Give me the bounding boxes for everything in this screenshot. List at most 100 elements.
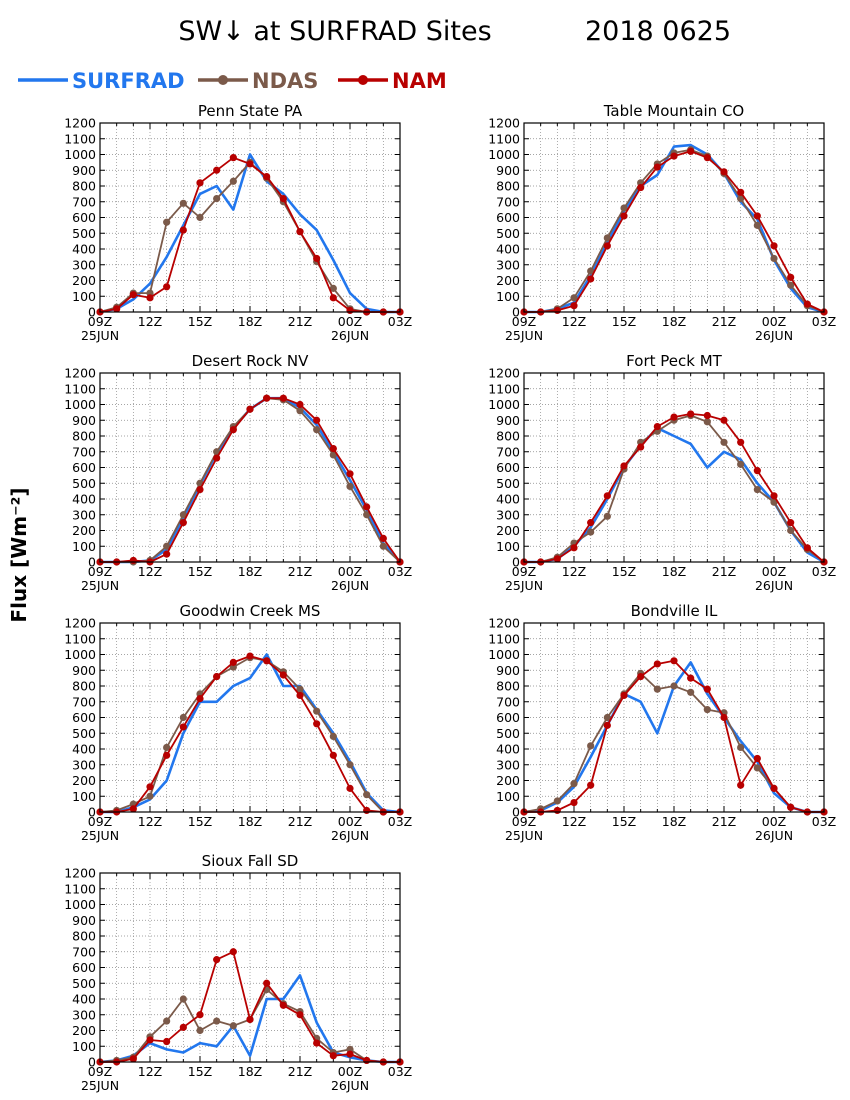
y-tick-label: 400: [72, 742, 96, 757]
x-tick-label: 03Z: [388, 1064, 412, 1079]
data-point-nam: [196, 485, 204, 494]
y-tick-label: 900: [72, 663, 96, 678]
x-tick-label: 21Z: [712, 314, 736, 329]
panel-fort-peck-mt: Fort Peck MT0100200300400500600700800900…: [488, 352, 836, 593]
data-point-nam: [196, 695, 204, 703]
x-tick-label: 09Z: [512, 314, 536, 329]
data-point-nam: [163, 283, 171, 291]
x-tick-label: 00Z: [762, 564, 786, 579]
y-tick-label: 700: [72, 194, 96, 209]
data-point-nam: [687, 674, 695, 682]
y-tick-label: 300: [72, 257, 96, 272]
data-point-nam: [179, 519, 187, 527]
x-date-label: 26JUN: [755, 828, 793, 843]
data-point-nam: [787, 803, 795, 811]
data-point-ndas: [363, 791, 371, 799]
panel-title: Desert Rock NV: [192, 352, 309, 370]
data-point-nam: [587, 275, 595, 283]
data-point-nam: [279, 394, 287, 402]
y-tick-label: 100: [496, 539, 520, 554]
x-tick-label: 12Z: [562, 814, 586, 829]
data-point-nam: [737, 781, 745, 789]
data-point-nam: [213, 454, 221, 462]
data-point-nam: [570, 544, 578, 552]
y-tick-label: 100: [72, 539, 96, 554]
data-point-ndas: [163, 743, 171, 752]
grid: [100, 123, 400, 312]
y-tick-label: 400: [72, 992, 96, 1007]
data-point-nam: [229, 426, 237, 434]
data-point-ndas: [163, 542, 171, 550]
x-tick-label: 09Z: [88, 1064, 112, 1079]
data-point-nam: [313, 254, 321, 263]
data-point-nam: [196, 179, 204, 187]
legend-label: NAM: [392, 69, 447, 93]
y-tick-label: 1200: [64, 366, 96, 381]
data-point-ndas: [163, 1017, 171, 1025]
x-tick-label: 03Z: [388, 814, 412, 829]
data-point-nam: [329, 445, 337, 453]
y-tick-label: 400: [72, 492, 96, 507]
y-tick-label: 900: [72, 163, 96, 178]
data-point-ndas: [737, 195, 745, 203]
y-tick-label: 1100: [488, 381, 520, 396]
panels: Penn State PA010020030040050060070080090…: [64, 102, 836, 1093]
x-tick-label: 21Z: [288, 314, 312, 329]
data-point-ndas: [603, 512, 611, 520]
data-point-nam: [770, 784, 778, 792]
data-point-ndas: [163, 218, 171, 226]
legend-item-nam: NAM: [338, 69, 447, 93]
y-tick-label: 600: [496, 710, 520, 725]
y-tick-label: 1000: [64, 397, 96, 412]
y-tick-label: 500: [72, 976, 96, 991]
y-tick-label: 0: [512, 805, 520, 820]
panel-penn-state-pa: Penn State PA010020030040050060070080090…: [64, 102, 412, 343]
data-point-ndas: [653, 685, 661, 693]
y-tick-label: 200: [72, 1023, 96, 1038]
data-point-nam: [620, 462, 628, 470]
legend-item-ndas: NDAS: [198, 69, 318, 93]
x-tick-label: 12Z: [138, 564, 162, 579]
data-point-ndas: [179, 995, 187, 1003]
data-point-nam: [603, 242, 611, 250]
data-point-nam: [163, 550, 171, 558]
data-point-nam: [753, 212, 761, 220]
x-tick-label: 00Z: [338, 814, 362, 829]
data-point-nam: [670, 657, 678, 665]
data-point-nam: [363, 1056, 371, 1065]
data-point-nam: [246, 405, 254, 413]
data-point-ndas: [213, 195, 221, 203]
data-point-ndas: [720, 438, 728, 446]
data-point-nam: [620, 691, 628, 700]
data-point-nam: [720, 168, 728, 176]
panel-table-mountain-co: Table Mountain CO01002003004005006007008…: [488, 102, 836, 343]
legend-marker: [358, 75, 368, 85]
legend-marker: [218, 75, 228, 85]
x-tick-label: 15Z: [612, 564, 636, 579]
panel-title: Bondville IL: [631, 602, 718, 620]
y-tick-label: 600: [72, 960, 96, 975]
data-point-nam: [587, 519, 595, 527]
x-tick-label: 12Z: [138, 814, 162, 829]
x-tick-label: 03Z: [812, 564, 836, 579]
y-tick-label: 400: [496, 492, 520, 507]
y-tick-label: 1100: [64, 631, 96, 646]
data-point-nam: [653, 163, 661, 171]
y-tick-label: 0: [88, 555, 96, 570]
y-tick-label: 700: [72, 444, 96, 459]
data-point-nam: [703, 411, 711, 420]
data-point-ndas: [753, 485, 761, 494]
data-point-ndas: [753, 764, 761, 772]
series-line-surfrad: [100, 396, 401, 564]
series-nam: [520, 657, 828, 816]
y-tick-label: 800: [72, 679, 96, 694]
x-tick-label: 15Z: [188, 1064, 212, 1079]
data-point-ndas: [196, 213, 204, 222]
data-point-nam: [179, 723, 187, 731]
y-tick-label: 0: [88, 805, 96, 820]
data-point-nam: [163, 1037, 171, 1046]
